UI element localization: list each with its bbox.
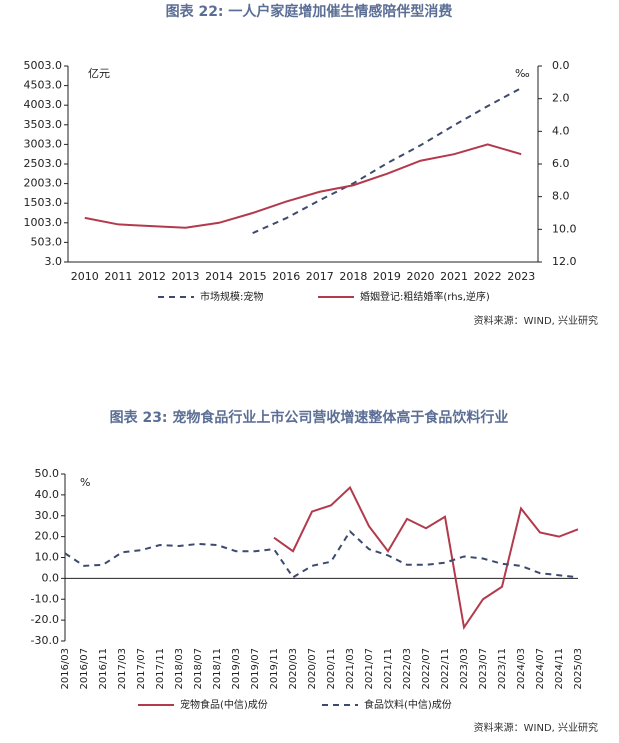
- x-tick-label: 2016/11: [98, 648, 109, 690]
- y-tick-label: 4503.0: [24, 79, 63, 92]
- y-tick-label: -20.0: [31, 613, 59, 626]
- legend-label: 食品饮料(中信)成份: [364, 698, 452, 711]
- x-tick-label: 2021: [440, 270, 468, 283]
- y2-tick-label: 8.0: [552, 190, 570, 203]
- series-line: [273, 485, 579, 631]
- x-tick-label: 2020/03: [288, 648, 299, 690]
- x-tick-label: 2021/11: [383, 648, 394, 690]
- y2-tick-label: 4.0: [552, 124, 570, 137]
- x-tick-label: 2019/07: [250, 648, 261, 690]
- x-tick-label: 2022/07: [421, 648, 432, 690]
- y2-axis-unit: ‰: [515, 67, 530, 80]
- y-tick-label: -30.0: [31, 634, 59, 647]
- y-tick-label: 2003.0: [24, 177, 63, 190]
- x-tick-label: 2023/11: [497, 648, 508, 690]
- y-tick-label: -10.0: [31, 592, 59, 605]
- x-tick-label: 2018/11: [212, 648, 223, 690]
- source-note: 资料来源：WIND, 兴业研究: [474, 721, 598, 734]
- x-tick-label: 2025/03: [573, 648, 584, 690]
- legend-label: 婚姻登记:粗结婚率(rhs,逆序): [360, 290, 490, 303]
- y-tick-label: 20.0: [35, 530, 60, 543]
- series-line: [252, 87, 522, 235]
- x-tick-label: 2014: [205, 270, 233, 283]
- x-tick-label: 2017/03: [117, 648, 128, 690]
- y-tick-label: 10.0: [35, 551, 60, 564]
- y-tick-label: 1003.0: [24, 216, 63, 229]
- x-tick-label: 2021/07: [364, 648, 375, 690]
- x-tick-label: 2017: [306, 270, 334, 283]
- x-tick-label: 2018: [339, 270, 367, 283]
- y-tick-label: 40.0: [35, 488, 60, 501]
- y-tick-label: 3503.0: [24, 118, 63, 131]
- x-tick-label: 2023: [507, 270, 535, 283]
- x-tick-label: 2022/03: [402, 648, 413, 690]
- series-line: [64, 529, 579, 579]
- y2-tick-label: 10.0: [552, 222, 577, 235]
- x-tick-label: 2019/11: [269, 648, 280, 690]
- source-note: 资料来源：WIND, 兴业研究: [474, 314, 598, 327]
- x-tick-label: 2023/07: [478, 648, 489, 690]
- x-tick-label: 2024/07: [535, 648, 546, 690]
- x-tick-label: 2022: [474, 270, 502, 283]
- x-tick-label: 2019: [373, 270, 401, 283]
- y-tick-label: 4003.0: [24, 98, 63, 111]
- y-tick-label: 1503.0: [24, 196, 63, 209]
- y-tick-label: 503.0: [31, 235, 63, 248]
- x-tick-label: 2010: [71, 270, 99, 283]
- y-tick-label: 2503.0: [24, 157, 63, 170]
- x-tick-label: 2019/03: [231, 648, 242, 690]
- y2-tick-label: 0.0: [552, 59, 570, 72]
- x-tick-label: 2018/07: [193, 648, 204, 690]
- x-tick-label: 2016: [272, 270, 300, 283]
- chart-title: 图表 23: 宠物食品行业上市公司营收增速整体高于食品饮料行业: [110, 409, 509, 426]
- x-tick-label: 2011: [104, 270, 132, 283]
- y-axis-unit: %: [80, 476, 90, 489]
- y2-tick-label: 6.0: [552, 157, 570, 170]
- x-tick-label: 2017/07: [136, 648, 147, 690]
- x-tick-label: 2016/07: [79, 648, 90, 690]
- legend-label: 宠物食品(中信)成份: [180, 698, 268, 711]
- x-tick-label: 2016/03: [60, 648, 71, 690]
- y-tick-label: 50.0: [35, 467, 60, 480]
- chart-title: 图表 22: 一人户家庭增加催生情感陪伴型消费: [166, 3, 453, 20]
- series-line: [84, 143, 522, 229]
- y2-tick-label: 2.0: [552, 92, 570, 105]
- x-tick-label: 2015: [239, 270, 267, 283]
- x-tick-label: 2017/11: [155, 648, 166, 690]
- x-tick-label: 2020: [407, 270, 435, 283]
- x-tick-label: 2013: [172, 270, 200, 283]
- x-tick-label: 2012: [138, 270, 166, 283]
- y-tick-label: 5003.0: [24, 59, 63, 72]
- x-tick-label: 2024/11: [554, 648, 565, 690]
- y-tick-label: 0.0: [42, 571, 60, 584]
- y-tick-label: 3003.0: [24, 137, 63, 150]
- x-tick-label: 2024/03: [516, 648, 527, 690]
- x-tick-label: 2020/07: [307, 648, 318, 690]
- x-tick-label: 2022/11: [440, 648, 451, 690]
- x-tick-label: 2018/03: [174, 648, 185, 690]
- y-tick-label: 3.0: [45, 255, 63, 268]
- x-tick-label: 2023/03: [459, 648, 470, 690]
- x-tick-label: 2020/11: [326, 648, 337, 690]
- legend-label: 市场规模:宠物: [200, 290, 263, 303]
- y-tick-label: 30.0: [35, 509, 60, 522]
- x-tick-label: 2021/03: [345, 648, 356, 690]
- y2-tick-label: 12.0: [552, 255, 577, 268]
- y-axis-unit: 亿元: [88, 67, 110, 80]
